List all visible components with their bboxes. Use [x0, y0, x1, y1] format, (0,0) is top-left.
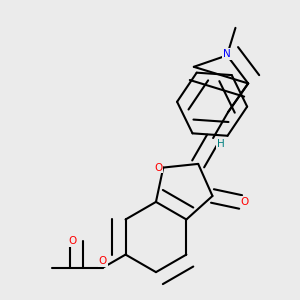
Text: O: O: [240, 197, 248, 207]
Text: N: N: [223, 49, 231, 59]
Text: O: O: [154, 163, 162, 172]
Text: H: H: [217, 139, 224, 149]
Text: O: O: [99, 256, 107, 266]
Text: O: O: [68, 236, 77, 246]
